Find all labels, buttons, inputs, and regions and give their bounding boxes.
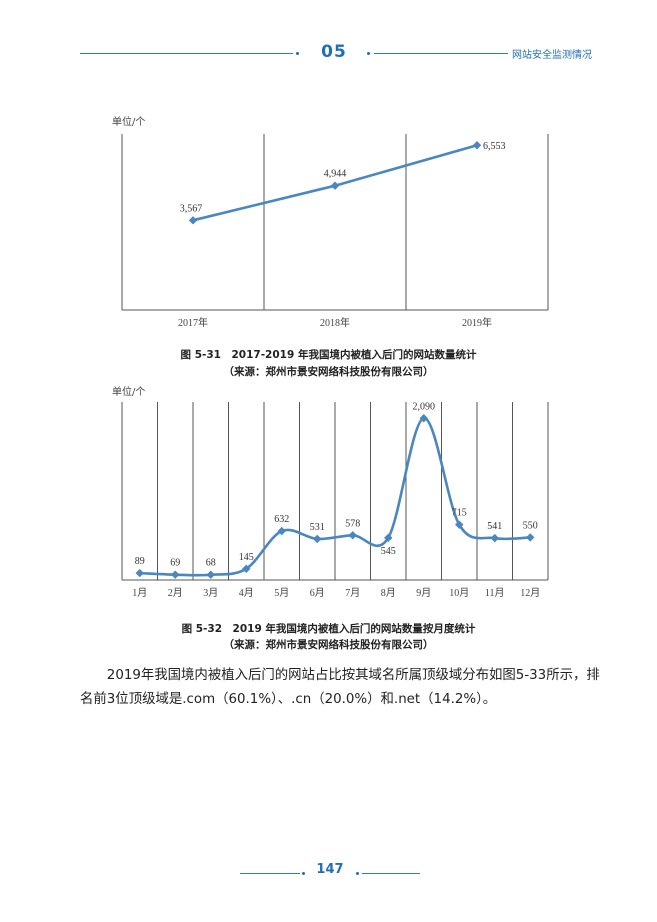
data-label: 6,553: [483, 141, 506, 152]
data-point: [330, 181, 340, 190]
footer-rule-left: [240, 873, 300, 874]
x-tick-label: 5月: [274, 587, 289, 599]
data-label: 632: [274, 514, 289, 525]
data-point: [472, 141, 482, 150]
data-label: 145: [239, 552, 254, 563]
x-tick-label: 2019年: [462, 316, 492, 329]
yearly-line-chart: 单位/个 2017年 2018年 2019年 3,567 4,944 6,553: [112, 115, 549, 329]
data-point: [188, 216, 198, 225]
data-point: [242, 564, 251, 573]
figure-source-5-32: （来源：郑州市景安网络科技股份有限公司）: [223, 639, 434, 651]
data-label: 531: [310, 522, 325, 533]
footer-rule-right: [362, 873, 420, 874]
data-label: 2,090: [413, 401, 436, 412]
data-label: 715: [452, 508, 467, 519]
x-tick-label: 9月: [416, 587, 431, 599]
data-label: 68: [206, 558, 216, 569]
data-point: [135, 568, 144, 578]
x-tick-label: 4月: [239, 587, 254, 599]
x-tick-label: 11月: [485, 587, 505, 599]
footer-dot-right: [356, 872, 359, 875]
y-unit-label: 单位/个: [112, 115, 145, 128]
y-unit-label: 单位/个: [112, 385, 145, 398]
x-tick-label: 1月: [132, 587, 147, 599]
figure-caption-5-31: 图 5-31 2017-2019 年我国境内被植入后门的网站数量统计: [180, 349, 477, 361]
page-number: 147: [316, 862, 344, 877]
x-tick-label: 6月: [310, 587, 325, 599]
data-label: 545: [381, 546, 396, 557]
header-rule-right: [374, 53, 508, 54]
data-label: 69: [170, 558, 180, 569]
body-paragraph: 2019年我国境内被植入后门的网站占比按其域名所属顶级域分布如图5-33所示，排…: [80, 664, 600, 712]
x-tick-label: 2017年: [178, 316, 208, 329]
x-tick-label: 7月: [345, 587, 360, 599]
data-label: 3,567: [180, 203, 203, 214]
data-point: [419, 414, 428, 423]
x-tick-label: 2月: [168, 587, 183, 599]
x-tick-label: 10月: [449, 587, 469, 599]
data-label: 578: [345, 518, 360, 529]
paragraph-text: 2019年我国境内被植入后门的网站占比按其域名所属顶级域分布如图5-33所示，排…: [80, 668, 600, 707]
figure-caption-5-32: 图 5-32 2019 年我国境内被植入后门的网站数量按月度统计: [181, 623, 476, 635]
data-point: [490, 533, 499, 543]
monthly-line-chart: 单位/个 1月 2月 3月 4月 5月 6月 7月 8月 9月 10月 11月 12月 89 69 68 145…: [112, 385, 549, 599]
x-tick-label: 12月: [520, 587, 540, 599]
chapter-number: 05: [321, 42, 347, 62]
figure-source-5-31: （来源：郑州市景安网络科技股份有限公司）: [223, 366, 434, 378]
data-point: [171, 570, 180, 579]
x-tick-label: 2018年: [320, 316, 350, 329]
data-label: 89: [135, 556, 145, 567]
x-tick-label: 3月: [203, 587, 218, 599]
header-rule-left: [80, 53, 293, 54]
header-dot-right: [367, 52, 370, 55]
data-label: 550: [523, 520, 538, 531]
data-point: [526, 533, 535, 542]
header-section-title: 网站安全监测情况: [512, 50, 592, 61]
x-tick-label: 8月: [381, 587, 396, 599]
header-dot-left: [296, 52, 299, 55]
footer-dot-left: [302, 872, 305, 875]
data-point: [313, 534, 322, 544]
data-label: 541: [487, 521, 502, 532]
data-point: [206, 570, 215, 579]
data-label: 4,944: [324, 169, 347, 180]
data-point: [348, 531, 357, 540]
